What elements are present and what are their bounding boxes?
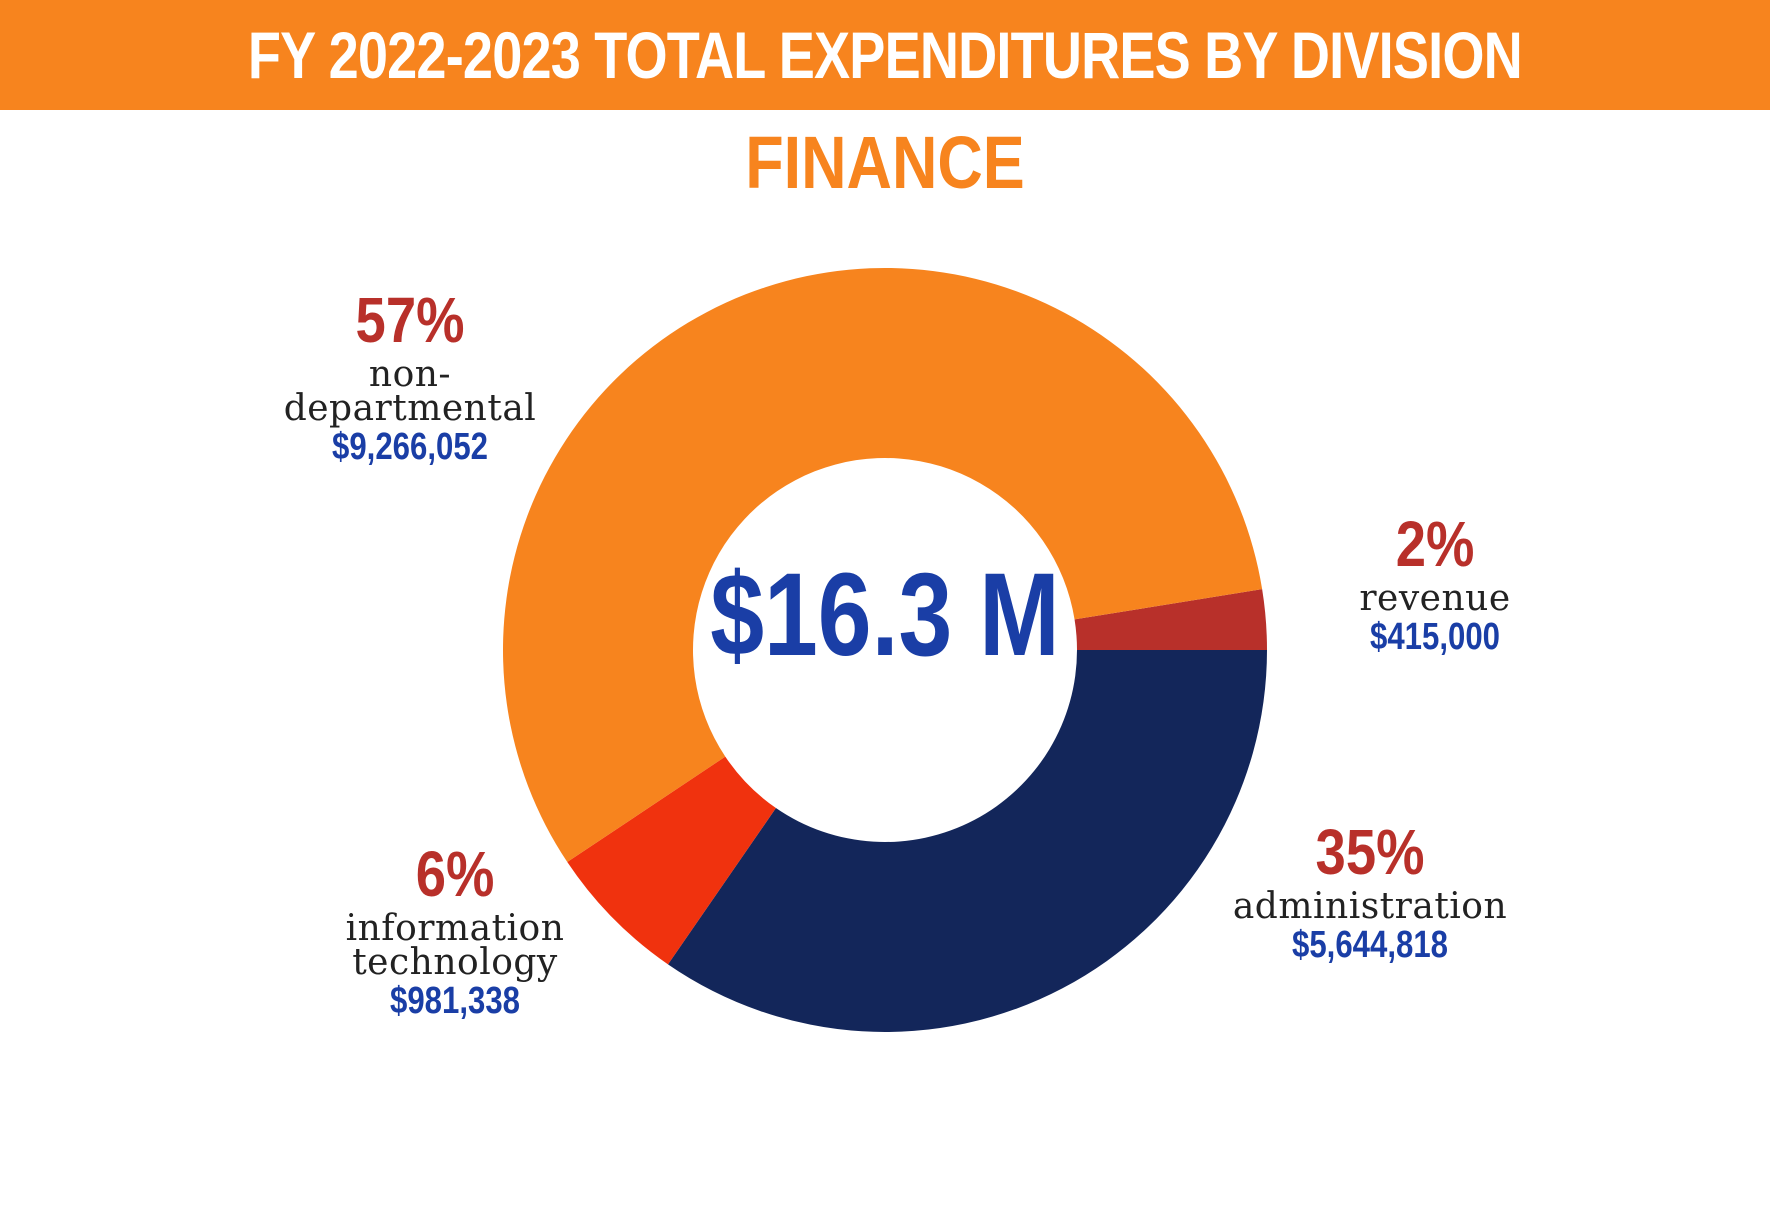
slice-non-departmental [503,268,1263,863]
slice-administration [667,650,1267,1032]
slice-percent: 2% [1395,508,1475,580]
slice-amount: $981,338 [390,980,520,1022]
slice-amount: $5,644,818 [1292,924,1448,966]
slice-name: information technology [345,908,565,983]
slice-percent: 6% [415,838,495,910]
slice-name: non-departmental [283,354,537,429]
slice-amount: $9,266,052 [332,426,488,468]
slice-name: revenue [1359,578,1511,619]
slice-name: administration [1232,886,1508,927]
slice-percent: 57% [355,284,465,356]
slice-label-administration: 35% administration $5,644,818 [1220,820,1520,964]
slice-percent: 35% [1315,816,1425,888]
slice-label-information-technology: 6% information technology $981,338 [330,842,580,1020]
chart-title: FY 2022-2023 TOTAL EXPENDITURES BY DIVIS… [247,18,1523,92]
title-banner: FY 2022-2023 TOTAL EXPENDITURES BY DIVIS… [0,0,1770,110]
center-total-label: $16.3 M [710,548,1060,680]
slice-label-revenue: 2% revenue $415,000 [1330,512,1540,656]
slice-amount: $415,000 [1370,616,1500,658]
slice-label-non-departmental: 57% non-departmental $9,266,052 [260,288,560,466]
slice-revenue [1074,589,1267,650]
donut-slices [503,268,1267,1032]
slice-information-technology [567,756,776,965]
chart-subtitle: FINANCE [745,121,1025,204]
